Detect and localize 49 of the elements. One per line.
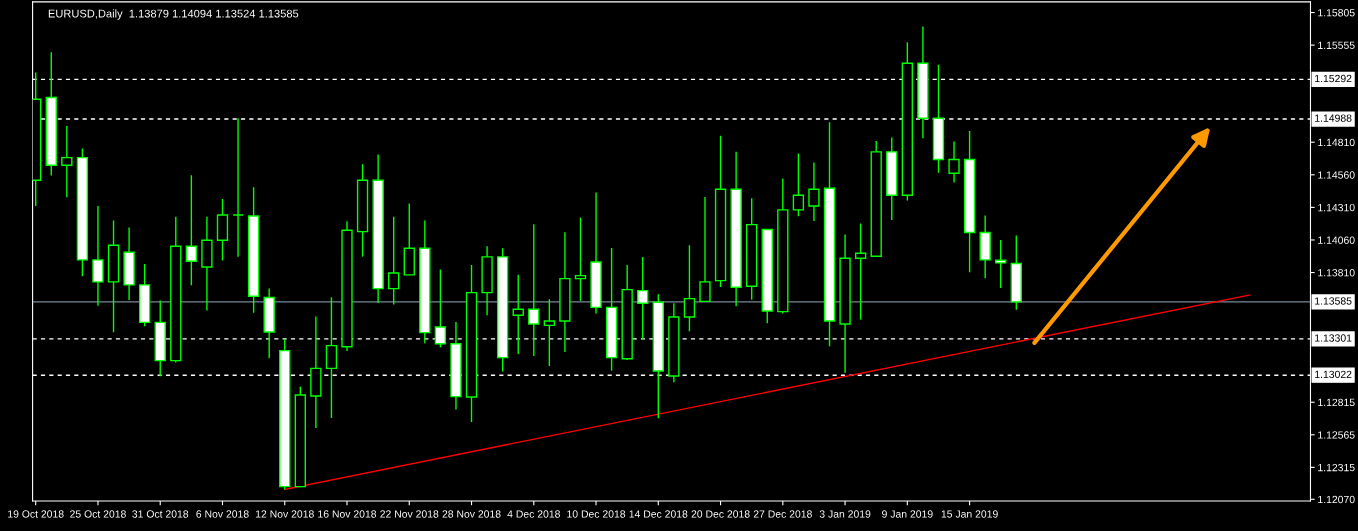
x-tick-label: 9 Jan 2019 [882,510,933,518]
y-tick-label: 1.12315 [1318,463,1355,472]
candlestick [948,140,960,184]
y-tick-label: 1.12070 [1318,495,1355,504]
x-tick-label: 14 Dec 2018 [629,510,688,518]
y-tick-label: 1.15555 [1318,41,1355,49]
x-tick-label: 22 Nov 2018 [380,510,439,518]
x-tick-label: 25 Oct 2018 [70,510,126,518]
y-tick-label: 1.14310 [1318,203,1355,212]
x-tick-label: 6 Nov 2018 [196,510,249,518]
x-tick-label: 19 Oct 2018 [8,510,64,518]
candlestick [325,296,338,419]
ref-line-label: 1.13022 [1315,370,1352,379]
y-tick-label: 1.14560 [1318,171,1355,179]
y-tick-label: 1.13810 [1318,269,1355,277]
candlestick [808,161,820,222]
x-tick-label: 20 Dec 2018 [691,510,750,518]
candlestick [792,152,805,217]
x-tick-label: 3 Jan 2019 [819,510,871,518]
x-tick-label: 15 Jan 2019 [941,510,998,518]
candlestick [854,222,867,321]
x-tick-label: 4 Dec 2018 [507,510,560,518]
candlestick [574,216,587,302]
candlestick [512,273,524,355]
x-tick-label: 16 Nov 2018 [318,510,377,518]
candlestick [185,174,198,287]
candlestick [61,125,73,198]
candlestick [543,298,556,367]
ref-line-label: 1.14988 [1315,114,1352,122]
y-tick-label: 1.12565 [1318,431,1355,439]
candlestick [995,239,1007,289]
candlestick [683,244,696,333]
y-tick-label: 1.15805 [1318,9,1355,17]
y-tick-label: 1.14810 [1318,138,1355,147]
y-tick-label: 1.14060 [1318,236,1355,244]
candlestick [388,215,400,306]
x-tick-label: 28 Nov 2018 [442,510,501,518]
ref-line-label: 1.13301 [1315,334,1352,342]
candlestick [92,205,104,307]
candlestick [699,196,711,303]
x-tick-label: 10 Dec 2018 [567,510,626,518]
text: EURUSD,Daily 1.13879 1.14094 1.13524 1.13585 [48,9,299,20]
x-tick-label: 12 Nov 2018 [256,510,314,518]
candlestick [232,117,244,258]
ref-line-label: 1.15292 [1315,74,1352,83]
y-tick-label: 1.12815 [1318,398,1355,407]
x-tick-label: 31 Oct 2018 [132,510,189,518]
ref-line-label: 1.13585 [1315,297,1352,305]
x-tick-label: 27 Dec 2018 [753,510,812,518]
